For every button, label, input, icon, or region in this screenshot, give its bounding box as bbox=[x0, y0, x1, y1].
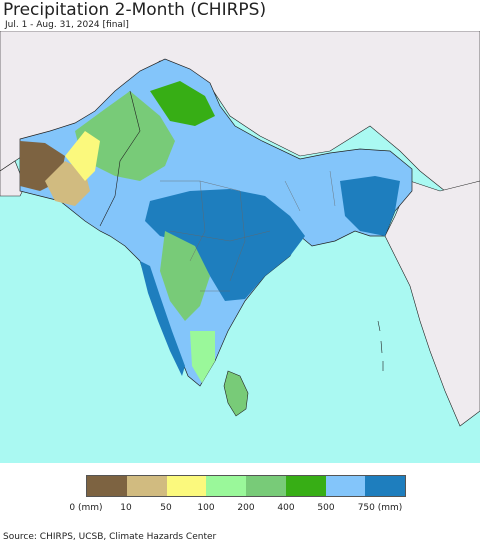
legend-swatch-0 bbox=[87, 476, 127, 496]
legend-swatch-4 bbox=[246, 476, 286, 496]
legend-label-7: 750 (mm) bbox=[357, 503, 403, 513]
legend-swatch-3 bbox=[206, 476, 246, 496]
map-title: Precipitation 2-Month (CHIRPS) bbox=[3, 0, 267, 20]
legend-label-4: 200 bbox=[237, 503, 255, 513]
legend-labels: 0 (mm) 10 50 100 200 400 500 750 (mm) bbox=[0, 503, 480, 517]
legend-swatch-2 bbox=[166, 476, 207, 496]
heavy-rain-central-india bbox=[145, 189, 305, 301]
legend-label-6: 500 bbox=[317, 503, 335, 513]
legend-label-5: 400 bbox=[277, 503, 295, 513]
legend-label-2: 50 bbox=[160, 503, 172, 513]
heavy-rain-west-coast bbox=[140, 261, 185, 376]
legend-label-0: 0 (mm) bbox=[69, 503, 103, 513]
precipitation-legend bbox=[86, 475, 406, 497]
source-credit: Source: CHIRPS, UCSB, Climate Hazards Ce… bbox=[3, 532, 217, 542]
legend-label-3: 100 bbox=[197, 503, 215, 513]
sri-lanka bbox=[223, 370, 249, 417]
legend-swatch-1 bbox=[126, 476, 167, 496]
legend-swatch-5 bbox=[285, 476, 326, 496]
dry-zone-yellow bbox=[65, 131, 100, 181]
map-svg bbox=[0, 31, 480, 463]
green-zone-himalaya bbox=[150, 81, 215, 126]
country-border-india-pakistan bbox=[99, 90, 141, 227]
state-borders bbox=[160, 170, 336, 292]
green-zone-northwest bbox=[75, 91, 175, 181]
precipitation-map bbox=[0, 31, 480, 463]
green-zone-deccan bbox=[160, 231, 210, 321]
map-subtitle: Jul. 1 - Aug. 31, 2024 [final] bbox=[5, 20, 129, 30]
legend-swatch-6 bbox=[325, 476, 366, 496]
heavy-rain-northeast bbox=[340, 176, 400, 236]
legend-label-1: 10 bbox=[120, 503, 132, 513]
andaman-islands bbox=[377, 320, 384, 371]
green-zone-tamilnadu bbox=[190, 331, 215, 383]
legend-swatch-7 bbox=[365, 476, 405, 496]
